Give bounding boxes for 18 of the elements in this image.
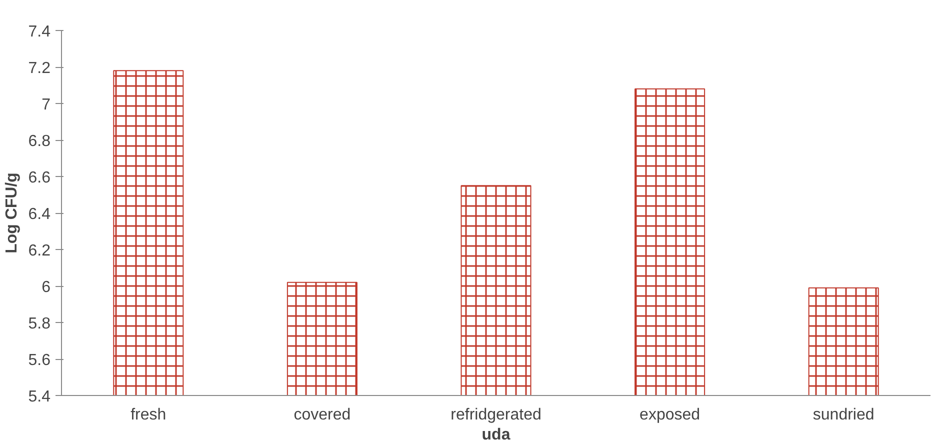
y-axis-title: Log CFU/g	[3, 172, 20, 254]
x-tick-label: exposed	[640, 406, 700, 424]
y-tick-label: 5.6	[28, 352, 51, 369]
y-tick-label: 6.2	[28, 242, 51, 260]
x-tick-label: fresh	[130, 406, 166, 424]
y-tick-label: 6.4	[28, 206, 51, 223]
x-tick-label: sundried	[812, 406, 874, 424]
y-tick-label: 5.4	[28, 388, 51, 406]
y-tick-label: 7.4	[28, 24, 51, 40]
x-tick-label: refridgerated	[450, 406, 542, 424]
y-tick-label: 7.2	[28, 60, 51, 77]
y-tick-label: 5.8	[28, 316, 51, 332]
y-tick-label: 6.6	[28, 170, 51, 186]
y-tick-label: 6	[42, 279, 51, 296]
y-tick-label: 6.8	[28, 133, 51, 150]
x-tick-label: covered	[294, 406, 351, 424]
x-axis-title: uda	[482, 426, 510, 444]
y-tick-label: 7	[42, 96, 51, 114]
